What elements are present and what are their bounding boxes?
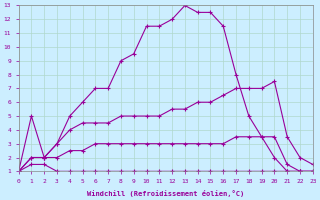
X-axis label: Windchill (Refroidissement éolien,°C): Windchill (Refroidissement éolien,°C) — [87, 190, 244, 197]
